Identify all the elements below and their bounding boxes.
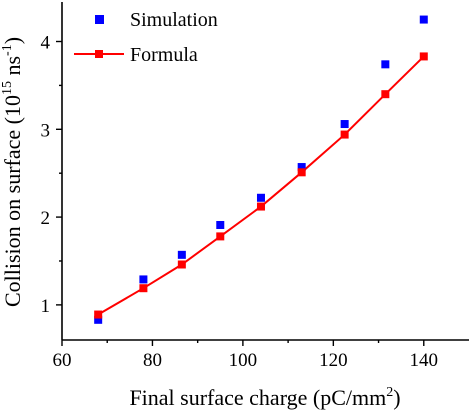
formula-point [297, 168, 306, 177]
formula-point [256, 202, 265, 211]
y-tick-label-3: 3 [41, 120, 51, 141]
x-tick-label-100: 100 [229, 350, 258, 371]
x-axis-title-sup: 2 [386, 385, 393, 400]
y-tick-label-1: 1 [41, 296, 51, 317]
y-tick-label-2: 2 [41, 208, 51, 229]
x-tick-label-80: 80 [143, 350, 162, 371]
formula-point [94, 310, 103, 319]
y-axis-title-sup2: -1 [0, 44, 15, 56]
legend: Simulation Formula [74, 9, 218, 66]
x-tick-label-140: 140 [410, 350, 439, 371]
simulation-point [256, 193, 265, 202]
simulation-point [419, 15, 428, 24]
legend-formula-label: Formula [130, 44, 198, 66]
formula-point [216, 232, 225, 241]
simulation-point [216, 220, 225, 229]
x-tick-label-60: 60 [53, 350, 72, 371]
y-axis-title-end: ) [0, 37, 25, 44]
legend-simulation-label: Simulation [130, 9, 218, 31]
y-tick-label-4: 4 [41, 33, 51, 54]
legend-simulation-marker [95, 15, 104, 24]
formula-point [340, 130, 349, 139]
x-axis-title: Final surface charge (pC/mm2) [129, 385, 400, 410]
formula-point [381, 90, 390, 99]
y-axis-title: Collision on surface (1015 ns-1) [0, 37, 25, 307]
y-axis-title-mid: ns [0, 56, 25, 81]
y-axis-title-sup1: 15 [0, 81, 15, 95]
x-tick-label-120: 120 [319, 350, 348, 371]
x-axis-title-main: Final surface charge (pC/mm [129, 385, 386, 410]
simulation-point [94, 315, 103, 324]
legend-formula-marker [95, 50, 103, 58]
simulation-point [139, 275, 148, 284]
simulation-point [297, 163, 306, 172]
formula-point [419, 52, 428, 61]
simulation-point [381, 60, 390, 69]
x-axis-title-end: ) [393, 385, 400, 410]
y-axis-title-main: Collision on surface (10 [0, 95, 25, 307]
formula-point [139, 284, 148, 293]
series-markers-group [94, 15, 428, 324]
simulation-point [177, 250, 186, 259]
ticks-group: 60 80 100 120 140 1 2 3 4 [41, 33, 439, 371]
simulation-point [340, 120, 349, 129]
formula-point [177, 260, 186, 269]
